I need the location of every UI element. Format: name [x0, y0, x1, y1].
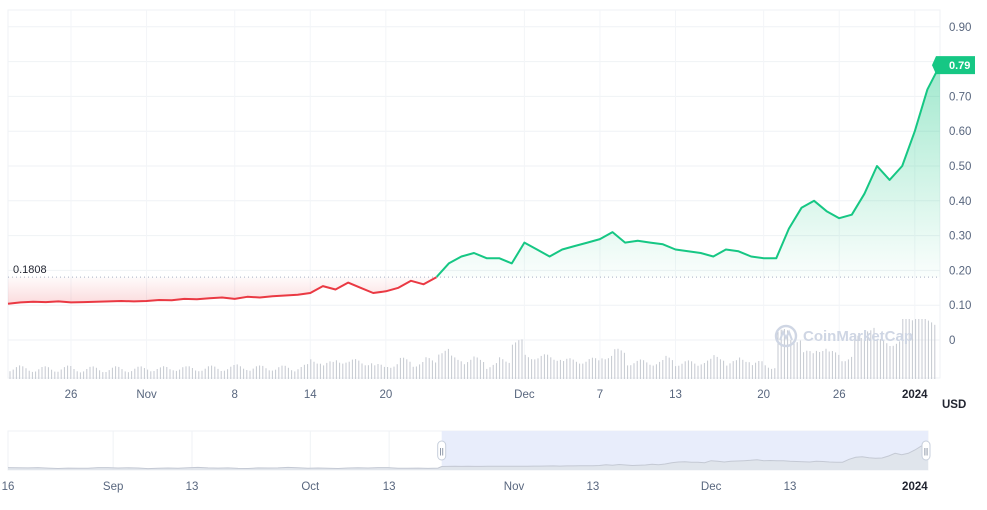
y-tick-label: 0.60	[949, 126, 971, 138]
navigator-tick-label: 13	[383, 481, 396, 493]
navigator-handle-icon: ||	[440, 447, 444, 456]
y-tick-label: 0	[949, 335, 955, 347]
current-price-badge-bg	[932, 56, 975, 75]
volume-bars	[9, 319, 936, 379]
x-tick-label: 7	[597, 389, 603, 401]
x-tick-label: 26	[65, 389, 78, 401]
grid-lines	[7, 9, 941, 379]
navigator-tick-label: Sep	[103, 481, 123, 493]
navigator-handle-grip[interactable]	[921, 440, 931, 461]
navigator-line	[7, 443, 929, 470]
navigator-handle-grip[interactable]	[437, 440, 447, 461]
price-line-below-reference	[7, 276, 438, 305]
navigator-tick-label: 13	[784, 481, 797, 493]
y-tick-label: 0.70	[949, 91, 971, 103]
price-area	[8, 65, 940, 304]
x-tick-label: 13	[669, 389, 682, 401]
navigator-tick-label: 13	[186, 481, 199, 493]
plot-frame	[7, 9, 941, 379]
navigator-right-handle[interactable]: ||	[921, 440, 931, 461]
price-line	[7, 64, 941, 305]
x-tick-label: 20	[379, 389, 392, 401]
x-tick-label: 8	[231, 389, 237, 401]
x-axis: 26 Nov 8 14 20 Dec 7 13 20 26 2024	[65, 389, 929, 401]
navigator-handle-icon: ||	[924, 447, 928, 456]
current-price-badge: 0.79	[932, 56, 975, 75]
navigator-tick-label: 13	[586, 481, 599, 493]
reference-line: 0.1808	[8, 264, 940, 278]
navigator-tick-label: Dec	[701, 481, 722, 493]
navigator-left-handle[interactable]: ||	[437, 440, 447, 461]
price-line-above-reference	[435, 64, 941, 278]
watermark: CoinMarketCap	[774, 324, 913, 348]
navigator-tick-label: Nov	[504, 481, 525, 493]
navigator-tick-label: 2024	[902, 481, 928, 493]
y-tick-label: 0.10	[949, 300, 971, 312]
navigator-tick-label: 16	[2, 481, 15, 493]
x-tick-label: Nov	[136, 389, 157, 401]
y-tick-label: 0.50	[949, 161, 971, 173]
coinmarketcap-logo-icon	[774, 324, 798, 348]
x-tick-label: 14	[304, 389, 317, 401]
x-tick-label: 26	[833, 389, 846, 401]
navigator-tick-label: Oct	[301, 481, 320, 493]
x-tick-label: Dec	[514, 389, 535, 401]
navigator-area	[8, 443, 928, 470]
reference-label: 0.1808	[13, 264, 47, 276]
above-reference-area	[436, 65, 940, 278]
y-tick-label: 0.40	[949, 196, 971, 208]
watermark-text: CoinMarketCap	[803, 328, 913, 345]
range-navigator[interactable]: || || 16 Sep 13 Oct 13 Nov 13 Dec 13 2024	[2, 430, 931, 493]
y-tick-label: 0.30	[949, 231, 971, 243]
x-tick-label: 20	[757, 389, 770, 401]
below-reference-area	[8, 277, 437, 304]
y-tick-label: 0.90	[949, 22, 971, 34]
navigator-x-axis: 16 Sep 13 Oct 13 Nov 13 Dec 13 2024	[2, 481, 929, 493]
x-tick-label: 2024	[902, 389, 928, 401]
unit-label: USD	[942, 399, 966, 411]
current-price-text: 0.79	[949, 60, 970, 72]
y-tick-label: 0.20	[949, 265, 971, 277]
